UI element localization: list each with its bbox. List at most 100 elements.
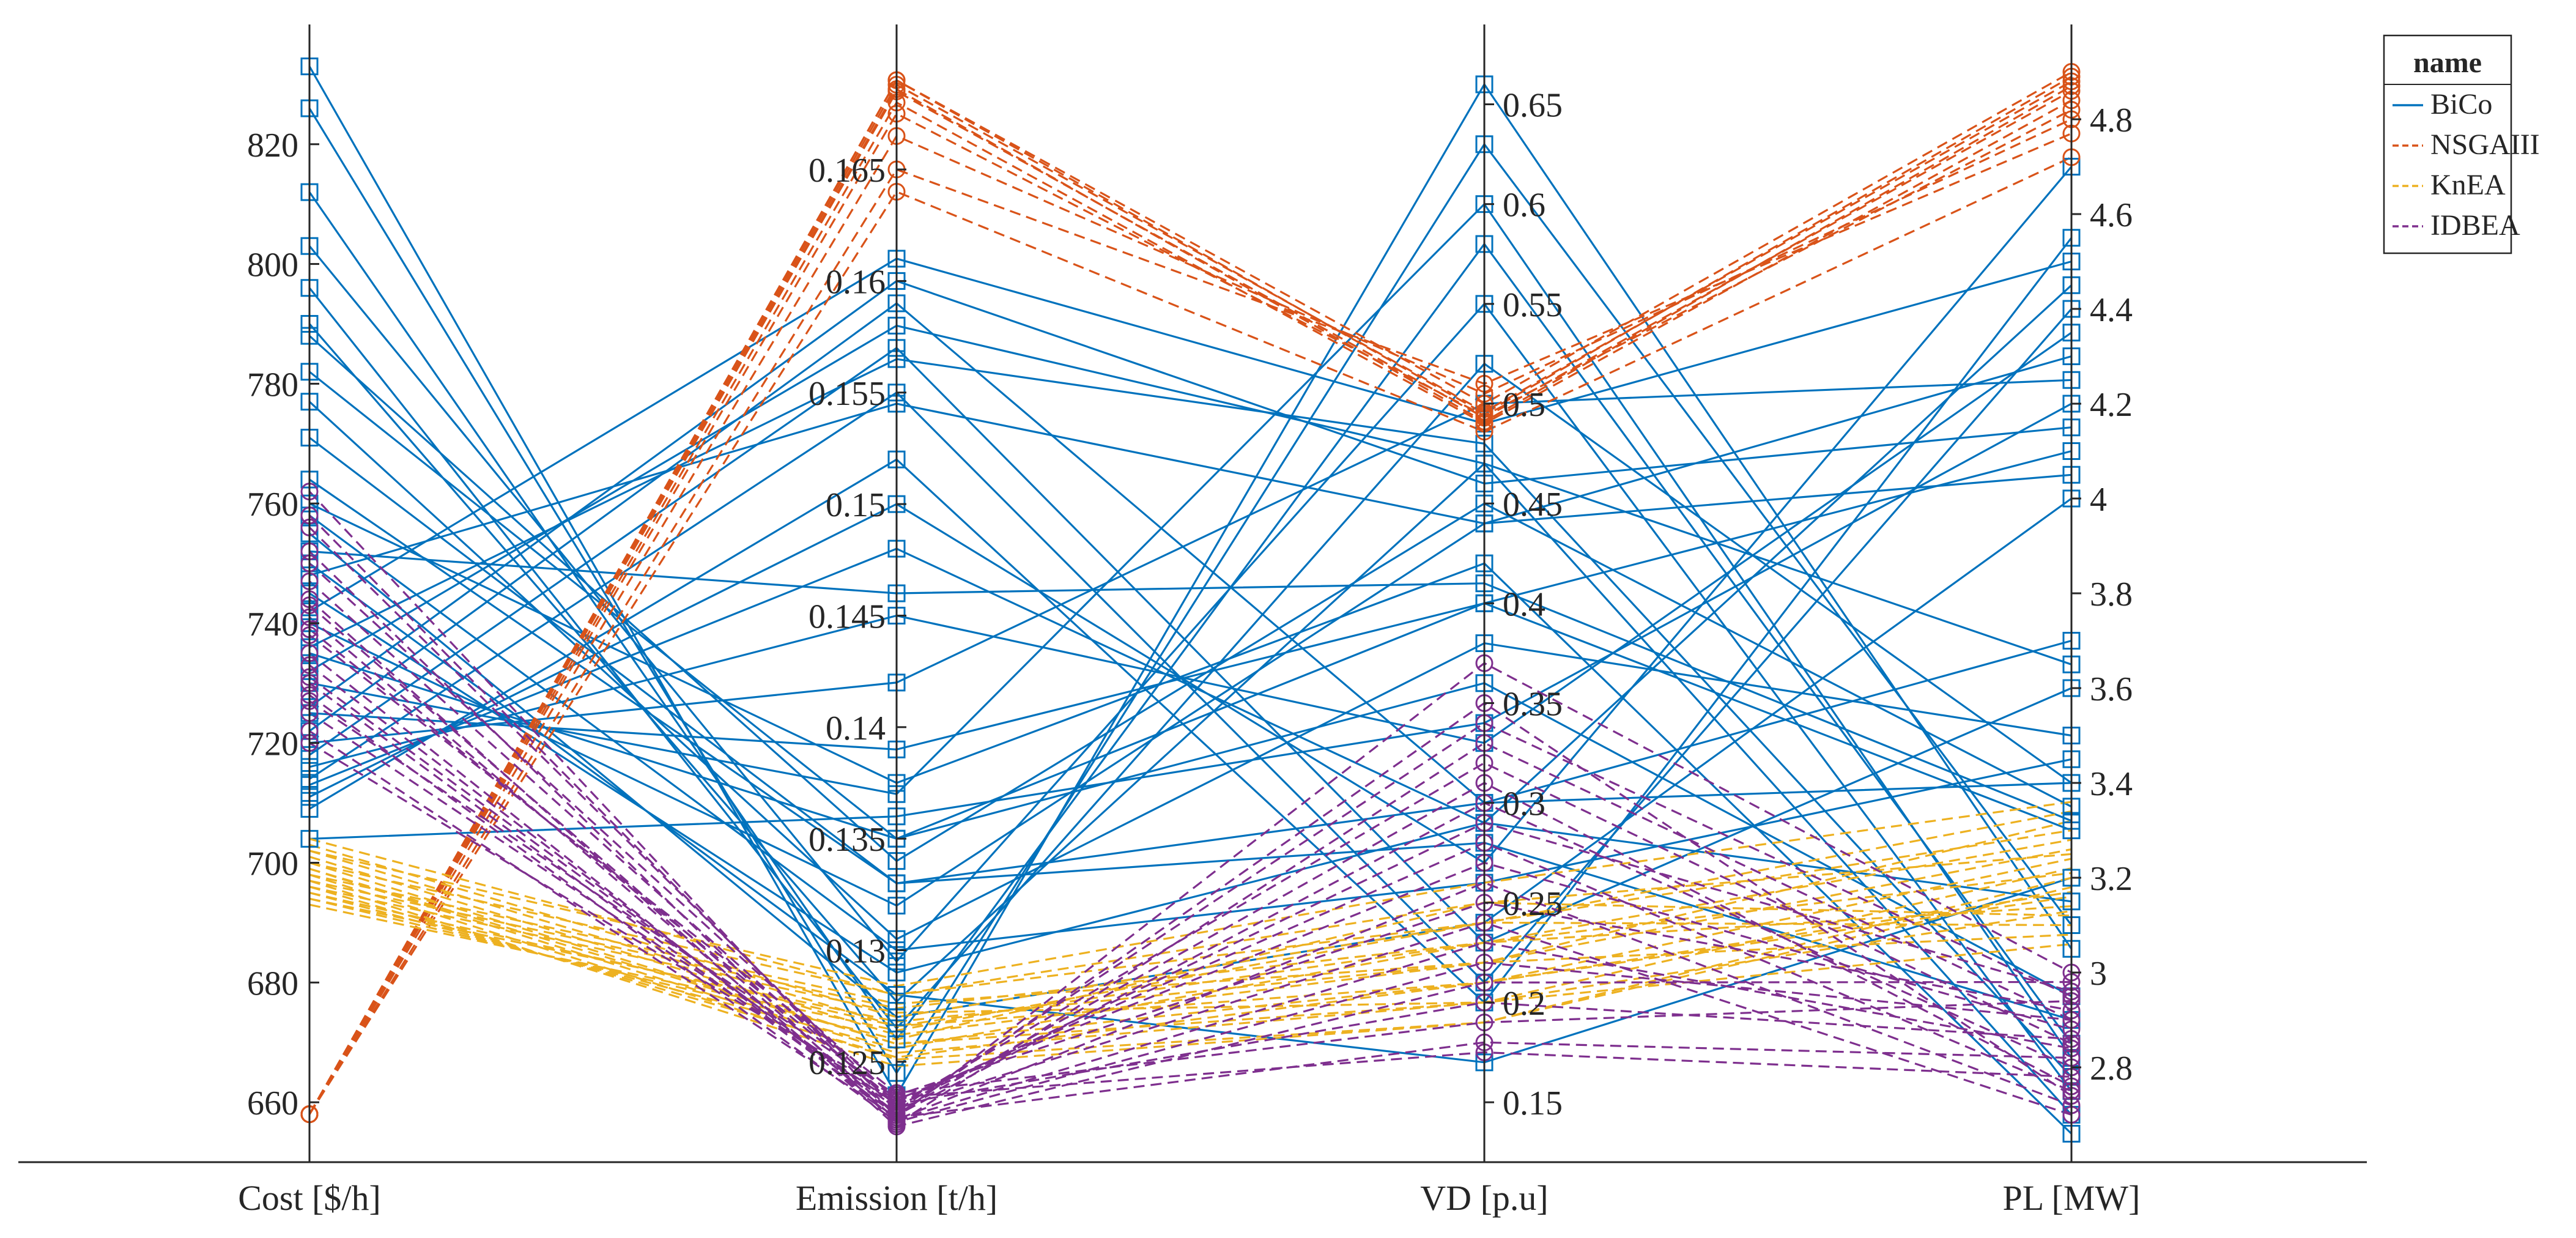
tick-label-vd-p-u: 0.3 <box>1503 785 1545 823</box>
series-line-idbea <box>309 730 2072 1119</box>
tick-label-cost-h: 720 <box>247 725 298 763</box>
series-line-bico <box>309 284 2073 825</box>
series-line-idbea <box>308 514 2072 1113</box>
series-line-bico <box>309 302 2072 804</box>
series-line-knea <box>309 903 2072 1032</box>
series-line-bico <box>309 592 2072 974</box>
tick-label-vd-p-u: 0.4 <box>1503 585 1545 623</box>
series-line-knea <box>309 886 2072 1059</box>
legend: name BiCo NSGAIII KnEA IDBEA <box>2383 34 2540 254</box>
series-line-bico <box>309 473 2072 907</box>
tick-label-emission-t-h: 0.135 <box>809 821 886 859</box>
tick-label-pl-mw: 4.2 <box>2090 386 2133 424</box>
series-line-bico <box>309 371 2072 840</box>
tick-label-cost-h: 740 <box>247 606 298 643</box>
series-line-nsgaiii <box>308 118 2072 1115</box>
series-line-idbea <box>308 562 2072 1101</box>
tick-label-pl-mw: 3.2 <box>2090 860 2133 898</box>
tick-label-emission-t-h: 0.16 <box>826 263 886 301</box>
series-line-idbea <box>309 742 2072 1099</box>
tick-label-vd-p-u: 0.55 <box>1503 286 1563 324</box>
tick-label-vd-p-u: 0.15 <box>1503 1084 1563 1122</box>
tick-label-pl-mw: 3.8 <box>2090 576 2133 613</box>
series-line-bico <box>309 358 2073 1078</box>
series-line-knea <box>309 897 2072 1041</box>
series-line-bico <box>309 450 2072 751</box>
series-line-idbea <box>309 652 2072 1121</box>
series-line-knea <box>309 886 2072 1014</box>
tick-label-pl-mw: 4.4 <box>2090 291 2133 329</box>
tick-label-pl-mw: 3 <box>2090 955 2107 993</box>
series-lines <box>308 65 2073 1135</box>
series-line-nsgaiii <box>308 132 2072 1115</box>
series-line-nsgaiii <box>308 99 2072 1115</box>
axis-title-cost-h: Cost [$/h] <box>238 1178 381 1218</box>
series-line-bico <box>309 237 2073 1004</box>
series-line-bico <box>308 335 2072 862</box>
tick-label-emission-t-h: 0.145 <box>809 598 886 636</box>
series-line-bico <box>309 346 2072 944</box>
series-line-bico <box>309 402 2072 840</box>
axis-title-vd-p-u: VD [p.u] <box>1420 1178 1548 1218</box>
series-line-bico <box>308 108 2073 1075</box>
axis-title-pl-mw: PL [MW] <box>2003 1178 2141 1218</box>
legend-label-bico: BiCo <box>2430 88 2492 120</box>
tick-label-cost-h: 760 <box>247 486 298 524</box>
series-line-nsgaiii <box>308 85 2072 1115</box>
series-line-nsgaiii <box>308 156 2072 1115</box>
series-line-bico <box>308 287 2072 1030</box>
series-line-nsgaiii <box>308 80 2072 1115</box>
series-line-knea <box>309 891 2072 1028</box>
series-line-bico <box>309 379 2072 744</box>
tick-label-cost-h: 680 <box>247 965 298 1003</box>
tick-label-emission-t-h: 0.165 <box>809 152 886 190</box>
series-line-bico <box>309 324 2073 1116</box>
series-line-bico <box>309 478 2072 1021</box>
tick-label-cost-h: 780 <box>247 366 298 404</box>
series-line-knea <box>309 872 2072 1010</box>
series-line-knea <box>309 867 2072 1045</box>
tick-label-emission-t-h: 0.125 <box>809 1044 886 1082</box>
legend-label-knea: KnEA <box>2430 169 2506 201</box>
tick-label-emission-t-h: 0.13 <box>826 933 886 971</box>
legend-label-idbea: IDBEA <box>2430 209 2520 242</box>
tick-label-emission-t-h: 0.15 <box>826 486 886 524</box>
tick-label-cost-h: 820 <box>247 127 298 165</box>
tick-label-pl-mw: 4 <box>2090 481 2107 519</box>
series-line-knea <box>309 829 2072 1018</box>
series-line-idbea <box>308 604 2072 1117</box>
series-line-idbea <box>309 712 2072 1105</box>
series-line-knea <box>309 867 2072 1054</box>
tick-label-pl-mw: 3.4 <box>2090 765 2133 803</box>
series-line-bico <box>308 65 2073 1097</box>
series-line-bico <box>309 202 2073 1059</box>
series-line-knea <box>309 839 2072 1028</box>
tick-label-vd-p-u: 0.35 <box>1503 685 1563 723</box>
series-line-knea <box>309 820 2072 1005</box>
series-line-knea <box>309 858 2072 1045</box>
series-line-knea <box>309 837 2072 996</box>
series-line-knea <box>309 873 2072 1061</box>
legend-title: name <box>2413 46 2482 79</box>
tick-label-emission-t-h: 0.14 <box>826 710 886 747</box>
tick-label-pl-mw: 3.6 <box>2090 670 2133 708</box>
tick-label-pl-mw: 2.8 <box>2090 1050 2133 1088</box>
series-line-bico <box>309 258 2072 612</box>
series-line-idbea <box>308 550 2072 1126</box>
tick-label-vd-p-u: 0.65 <box>1503 87 1563 125</box>
legend-box <box>2383 34 2512 254</box>
tick-label-vd-p-u: 0.2 <box>1503 985 1545 1023</box>
tick-label-pl-mw: 4.8 <box>2090 102 2133 139</box>
tick-label-pl-mw: 4.6 <box>2090 196 2133 234</box>
tick-label-vd-p-u: 0.5 <box>1503 386 1545 424</box>
series-line-idbea <box>309 664 2072 1114</box>
series-line-bico <box>309 355 2072 577</box>
series-line-nsgaiii <box>308 71 2072 1115</box>
tick-label-cost-h: 660 <box>247 1084 298 1122</box>
axes: 660 680 700 720 740 760 780 800 820 Cost [$/h] 0.1… <box>18 24 2367 1218</box>
tick-label-vd-p-u: 0.25 <box>1503 885 1563 923</box>
series-line-bico <box>308 191 2073 1045</box>
